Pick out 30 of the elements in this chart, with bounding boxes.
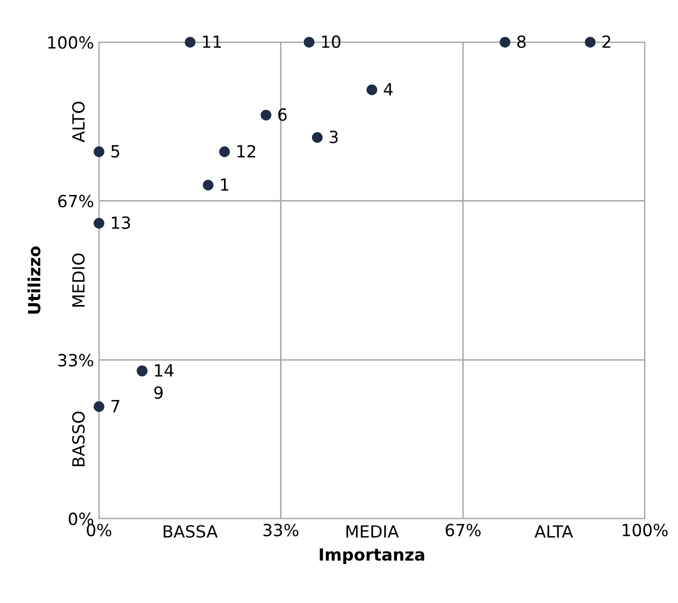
annotation: 2 (602, 35, 610, 48)
annotation: 7 (111, 400, 120, 412)
annotation: 6 (278, 108, 287, 121)
annotation: 11 (203, 36, 221, 48)
y-tick-label: 67% (58, 194, 94, 208)
annotation: 5 (111, 145, 120, 158)
x-axis-title: Importanza (320, 548, 424, 564)
text: BASSO (72, 412, 85, 466)
x-tick-label: 67% (446, 524, 481, 536)
y-axis-title: Utilizzo (28, 246, 40, 314)
text: ALTA (534, 525, 574, 538)
text: ALTO (72, 102, 85, 142)
annotation: 1 (221, 178, 228, 191)
annotation: 14 (155, 364, 174, 376)
text: MEDIA (346, 525, 399, 538)
annotation: 10 (322, 35, 340, 48)
text: BASSA (164, 525, 218, 538)
annotation: 13 (112, 216, 130, 230)
text: MEDIO (72, 253, 85, 307)
annotation: 9 (154, 386, 163, 399)
y-tick-label: 100% (48, 36, 94, 49)
y-tick-label: 0% (68, 512, 94, 526)
annotation: 12 (237, 144, 256, 158)
y-tick-label: 33% (58, 354, 94, 367)
x-tick-label: 33% (263, 524, 298, 536)
annotation: 3 (330, 130, 338, 144)
annotation: 4 (384, 83, 393, 96)
x-tick-label: 0% (86, 524, 112, 536)
x-tick-label: 100% (622, 524, 668, 536)
annotation: 8 (517, 35, 526, 48)
